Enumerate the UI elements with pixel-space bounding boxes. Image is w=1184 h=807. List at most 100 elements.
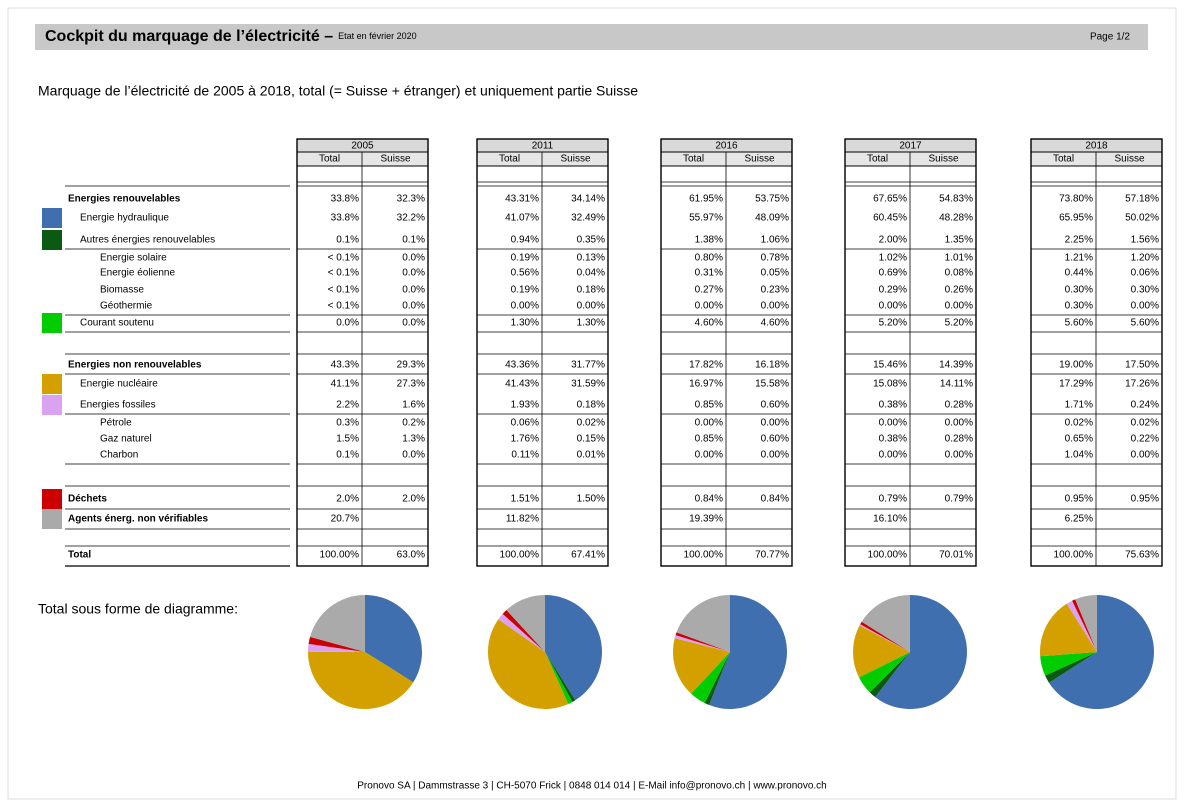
row-label: Energie éolienne	[100, 268, 175, 279]
cell: 0.30%	[1065, 285, 1093, 296]
cell: 0.1%	[336, 450, 359, 461]
cell: 61.95%	[689, 194, 723, 205]
cell: 33.8%	[331, 194, 359, 205]
pie-slice	[545, 652, 576, 702]
row-label: Géothermie	[100, 301, 153, 312]
cell: 27.3%	[397, 379, 425, 390]
year: 2016	[715, 141, 738, 152]
cell: 63.0%	[397, 550, 425, 561]
pie-slice	[308, 651, 414, 709]
row-label: Biomasse	[100, 285, 144, 296]
cell: 0.19%	[511, 253, 539, 264]
cell: 1.21%	[1065, 253, 1093, 264]
pie-slice	[308, 643, 365, 652]
cell: 1.30%	[511, 318, 539, 329]
row-label: Energies non renouvelables	[68, 360, 202, 371]
cell: 0.15%	[577, 434, 605, 445]
cell: 0.00%	[577, 301, 605, 312]
cell: 65.95%	[1059, 213, 1093, 224]
row-label: Agents énerg. non vérifiables	[68, 514, 208, 525]
footer: Pronovo SA | Dammstrasse 3 | CH-5070 Fri…	[357, 781, 826, 792]
legend-swatch	[42, 489, 62, 509]
cell: 0.00%	[761, 301, 789, 312]
cell: 0.08%	[945, 268, 973, 279]
cell: 73.80%	[1059, 194, 1093, 205]
cell: 0.95%	[1131, 494, 1159, 505]
cell: 5.20%	[945, 318, 973, 329]
heading: Marquage de l’électricité de 2005 à 2018…	[38, 83, 638, 99]
cell: 15.08%	[873, 379, 907, 390]
title: Cockpit du marquage de l’électricité –	[45, 28, 333, 45]
cell: 0.84%	[695, 494, 723, 505]
cell: 55.97%	[689, 213, 723, 224]
pie-slice	[673, 638, 730, 694]
cell: 2.2%	[336, 400, 359, 411]
pie-slice	[1045, 652, 1097, 683]
cell: 1.06%	[761, 235, 789, 246]
pie-slice	[545, 652, 573, 705]
cell: 0.0%	[402, 253, 425, 264]
cell: 0.00%	[879, 301, 907, 312]
cell: 15.58%	[755, 379, 789, 390]
cell: 2.0%	[402, 494, 425, 505]
cell: 0.0%	[402, 268, 425, 279]
cell: 32.3%	[397, 194, 425, 205]
cell: < 0.1%	[328, 285, 360, 296]
page-frame	[7, 7, 1177, 800]
cell: 0.0%	[402, 318, 425, 329]
cell: 0.18%	[577, 400, 605, 411]
cell: 67.65%	[873, 194, 907, 205]
cell: 5.60%	[1065, 318, 1093, 329]
cell: 0.02%	[1131, 418, 1159, 429]
cell: 0.19%	[511, 285, 539, 296]
table-block	[476, 138, 609, 567]
cell: 0.94%	[511, 235, 539, 246]
cell: 0.29%	[879, 285, 907, 296]
column-header: Suisse	[560, 154, 590, 165]
cell: 48.28%	[939, 213, 973, 224]
cell: 0.00%	[879, 418, 907, 429]
column-header: Total	[499, 154, 520, 165]
cell: 0.00%	[879, 450, 907, 461]
cell: 41.1%	[331, 379, 359, 390]
row-label: Energies renouvelables	[68, 194, 181, 205]
row-label: Autres énergies renouvelables	[80, 235, 215, 246]
cell: 11.82%	[506, 514, 539, 525]
cell: 2.00%	[879, 235, 907, 246]
legend-swatch	[42, 208, 62, 228]
cell: 31.59%	[571, 379, 605, 390]
row-label: Charbon	[100, 450, 138, 461]
column-header: Suisse	[744, 154, 774, 165]
cell: 0.04%	[577, 268, 605, 279]
cell: 0.11%	[511, 450, 539, 461]
cell: 41.07%	[505, 213, 539, 224]
year: 2017	[899, 141, 922, 152]
pie-slice	[674, 635, 730, 652]
pie-label: Total sous forme de diagramme:	[38, 601, 238, 617]
cell: 0.28%	[945, 434, 973, 445]
pie-slice	[1040, 652, 1097, 676]
cell: 19.39%	[689, 514, 723, 525]
cell: 0.28%	[945, 400, 973, 411]
pie-slice	[308, 636, 365, 652]
cell: 53.75%	[755, 194, 789, 205]
cell: 0.35%	[577, 235, 605, 246]
legend-swatch	[42, 313, 62, 333]
cell: 60.45%	[873, 213, 907, 224]
cell: 0.69%	[879, 268, 907, 279]
column-header: Total	[683, 154, 704, 165]
pie-slice	[1072, 599, 1097, 652]
cell: 70.01%	[939, 550, 973, 561]
column-header: Total	[1053, 154, 1074, 165]
cell: 48.09%	[755, 213, 789, 224]
cell: 0.44%	[1065, 268, 1093, 279]
cell: 1.3%	[402, 434, 425, 445]
table-block	[1030, 138, 1163, 567]
cell: 0.00%	[945, 450, 973, 461]
cell: 31.77%	[571, 360, 605, 371]
cell: 16.97%	[689, 379, 723, 390]
cell: 17.50%	[1125, 360, 1159, 371]
cell: 50.02%	[1125, 213, 1159, 224]
cell: 100.00%	[684, 550, 724, 561]
row-label: Energie solaire	[100, 253, 167, 264]
